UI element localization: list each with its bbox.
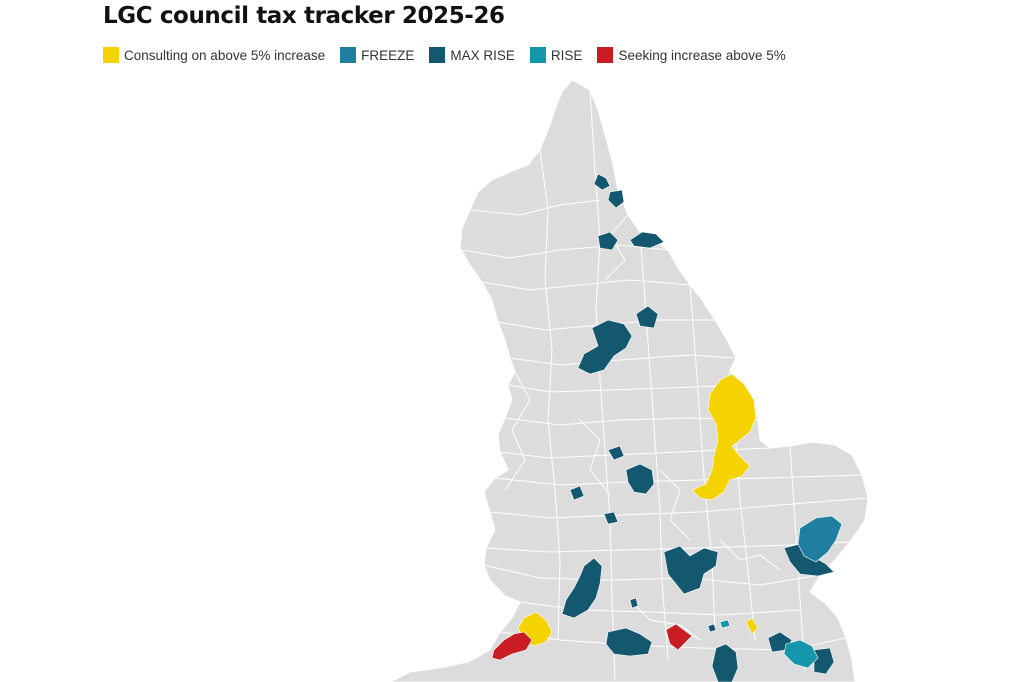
council-max-rise-2 xyxy=(607,189,625,209)
council-max-rise-1 xyxy=(593,173,611,191)
council-max-rise-10 xyxy=(603,511,619,525)
legend-item-rise: RISE xyxy=(529,47,583,63)
council-max-rise-9 xyxy=(569,485,585,501)
legend-item-freeze: FREEZE xyxy=(340,47,414,63)
councils-seeking xyxy=(491,623,693,661)
legend-label-rise: RISE xyxy=(550,47,583,63)
council-max-rise-18 xyxy=(629,597,639,609)
chart-title: LGC council tax tracker 2025-26 xyxy=(103,3,505,29)
legend-swatch-seeking xyxy=(597,47,614,63)
legend-label-seeking: Seeking increase above 5% xyxy=(618,47,786,63)
council-max-rise-11 xyxy=(663,545,719,595)
council-max-rise-19 xyxy=(707,623,717,633)
council-max-rise-5 xyxy=(635,305,659,329)
councils-rise xyxy=(719,619,819,669)
council-rise-1 xyxy=(783,639,819,669)
council-max-rise-15 xyxy=(711,643,739,682)
legend: Consulting on above 5% increase FREEZE M… xyxy=(103,47,801,63)
councils-max-rise xyxy=(561,173,835,682)
england-landmass xyxy=(389,79,869,682)
legend-swatch-freeze xyxy=(340,47,357,63)
council-freeze xyxy=(797,515,843,563)
council-rise-2 xyxy=(719,619,731,629)
council-max-rise-14 xyxy=(605,627,653,657)
council-max-rise-7 xyxy=(607,445,625,461)
legend-item-max-rise: MAX RISE xyxy=(429,47,515,63)
legend-label-freeze: FREEZE xyxy=(361,47,415,63)
legend-label-consulting: Consulting on above 5% increase xyxy=(124,47,326,63)
legend-swatch-rise xyxy=(529,47,546,63)
legend-item-consulting: Consulting on above 5% increase xyxy=(103,47,325,63)
legend-label-max-rise: MAX RISE xyxy=(450,47,515,63)
legend-swatch-max-rise xyxy=(429,47,446,63)
legend-item-seeking: Seeking increase above 5% xyxy=(597,47,786,63)
council-consulting-small xyxy=(745,617,759,635)
council-seeking-sw xyxy=(491,631,533,661)
council-max-rise-4 xyxy=(629,231,665,249)
council-consulting-lincolnshire xyxy=(691,373,757,501)
council-max-rise-3 xyxy=(597,231,619,251)
council-max-rise-12 xyxy=(561,557,603,619)
council-max-rise-17 xyxy=(813,647,835,675)
council-max-rise-8 xyxy=(625,463,655,495)
legend-swatch-consulting xyxy=(103,47,119,63)
council-max-rise-6 xyxy=(577,319,633,375)
council-seeking-central xyxy=(665,623,693,651)
